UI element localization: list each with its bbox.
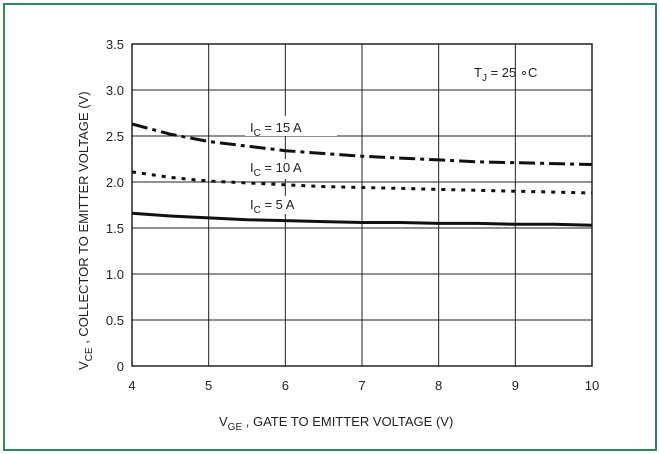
y-tick-label: 1.5: [106, 221, 124, 236]
y-axis-label: VCE , COLLECTOR TO EMITTER VOLTAGE (V): [76, 91, 95, 370]
svg-text:IC = 10 A: IC = 10 A: [250, 160, 302, 179]
x-tick-label: 10: [585, 378, 599, 393]
x-tick-label: 9: [512, 378, 519, 393]
y-tick-label: 2.5: [106, 129, 124, 144]
y-tick-label: 2.0: [106, 175, 124, 190]
temperature-annotation: TJ = 25 ∘C: [474, 65, 537, 84]
x-tick-label: 5: [205, 378, 212, 393]
svg-text:IC = 15 A: IC = 15 A: [250, 120, 302, 139]
series-line-1: [131, 170, 593, 195]
x-tick-label: 7: [358, 378, 365, 393]
plot-area: [131, 122, 593, 227]
x-tick-label: 4: [128, 378, 135, 393]
grid: [131, 43, 593, 367]
series-label-5a: IC = 5 A: [245, 196, 325, 216]
x-tick-label: 6: [282, 378, 289, 393]
x-tick-labels: 4 5 6 7 8 9 10: [128, 378, 599, 393]
series-line-0: [131, 122, 593, 166]
y-tick-label: 3.5: [106, 37, 124, 52]
y-tick-label: 0.5: [106, 313, 124, 328]
x-axis-label: VGE , GATE TO EMITTER VOLTAGE (V): [219, 414, 453, 433]
y-tick-label: 0: [117, 359, 124, 374]
y-tick-label: 1.0: [106, 267, 124, 282]
plot-border: [131, 43, 593, 367]
x-tick-label: 8: [435, 378, 442, 393]
y-tick-label: 3.0: [106, 83, 124, 98]
series-line-2: [131, 211, 593, 227]
series-label-15a: IC = 15 A: [245, 116, 337, 139]
series-label-10a: IC = 10 A: [245, 159, 337, 179]
svg-text:IC = 5 A: IC = 5 A: [250, 197, 295, 216]
y-tick-labels: 0 0.5 1.0 1.5 2.0 2.5 3.0 3.5: [106, 37, 124, 374]
